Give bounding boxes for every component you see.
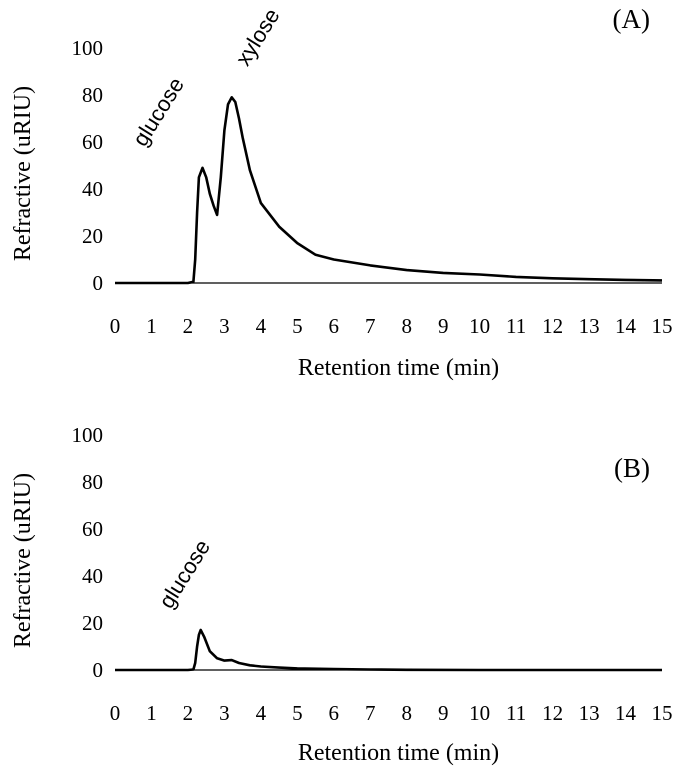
chromatogram-line bbox=[115, 96, 663, 285]
x-tick-label: 15 bbox=[652, 314, 673, 338]
y-tick-label: 0 bbox=[93, 271, 104, 295]
chromatogram-line bbox=[115, 628, 662, 672]
x-tick-label: 13 bbox=[579, 314, 600, 338]
x-tick-label: 7 bbox=[365, 701, 376, 725]
panel-label: (B) bbox=[614, 453, 650, 483]
x-tick-label: 11 bbox=[506, 314, 526, 338]
y-tick-label: 0 bbox=[93, 658, 104, 682]
x-axis-title: Retention time (min) bbox=[298, 355, 499, 381]
x-tick-label: 4 bbox=[256, 701, 267, 725]
x-tick-label: 12 bbox=[542, 314, 563, 338]
x-tick-label: 0 bbox=[110, 701, 121, 725]
x-tick-label: 14 bbox=[615, 701, 637, 725]
x-tick-label: 10 bbox=[469, 314, 490, 338]
y-tick-label: 20 bbox=[82, 224, 103, 248]
x-tick-label: 0 bbox=[110, 314, 121, 338]
x-tick-label: 3 bbox=[219, 314, 230, 338]
x-tick-label: 8 bbox=[401, 314, 412, 338]
x-tick-label: 5 bbox=[292, 314, 303, 338]
x-axis-title: Retention time (min) bbox=[298, 740, 499, 766]
y-tick-label: 80 bbox=[82, 470, 103, 494]
x-tick-label: 9 bbox=[438, 701, 449, 725]
x-tick-label: 6 bbox=[329, 701, 340, 725]
x-tick-label: 10 bbox=[469, 701, 490, 725]
x-tick-label: 3 bbox=[219, 701, 230, 725]
x-tick-label: 11 bbox=[506, 701, 526, 725]
peak-annotation: glucose bbox=[128, 73, 189, 151]
x-tick-label: 2 bbox=[183, 314, 194, 338]
x-tick-label: 15 bbox=[652, 701, 673, 725]
peak-annotation: glucose bbox=[154, 535, 215, 613]
y-tick-label: 60 bbox=[82, 517, 103, 541]
x-tick-label: 9 bbox=[438, 314, 449, 338]
y-tick-label: 100 bbox=[72, 36, 104, 60]
x-tick-label: 13 bbox=[579, 701, 600, 725]
x-tick-label: 14 bbox=[615, 314, 637, 338]
y-tick-label: 40 bbox=[82, 177, 103, 201]
x-tick-label: 12 bbox=[542, 701, 563, 725]
x-tick-label: 1 bbox=[146, 314, 157, 338]
x-tick-label: 4 bbox=[256, 314, 267, 338]
x-tick-label: 5 bbox=[292, 701, 303, 725]
x-tick-label: 2 bbox=[183, 701, 194, 725]
x-tick-label: 6 bbox=[329, 314, 340, 338]
y-axis-title: Refractive (uRIU) bbox=[10, 86, 36, 261]
x-tick-label: 8 bbox=[401, 701, 412, 725]
y-tick-label: 20 bbox=[82, 611, 103, 635]
y-tick-label: 60 bbox=[82, 130, 103, 154]
y-axis-title: Refractive (uRIU) bbox=[10, 473, 36, 648]
y-tick-label: 100 bbox=[72, 423, 104, 447]
x-tick-label: 1 bbox=[146, 701, 157, 725]
panel-label: (A) bbox=[613, 4, 650, 34]
y-tick-label: 40 bbox=[82, 564, 103, 588]
x-tick-label: 7 bbox=[365, 314, 376, 338]
peak-annotation: xylose bbox=[230, 4, 284, 70]
y-tick-label: 80 bbox=[82, 83, 103, 107]
